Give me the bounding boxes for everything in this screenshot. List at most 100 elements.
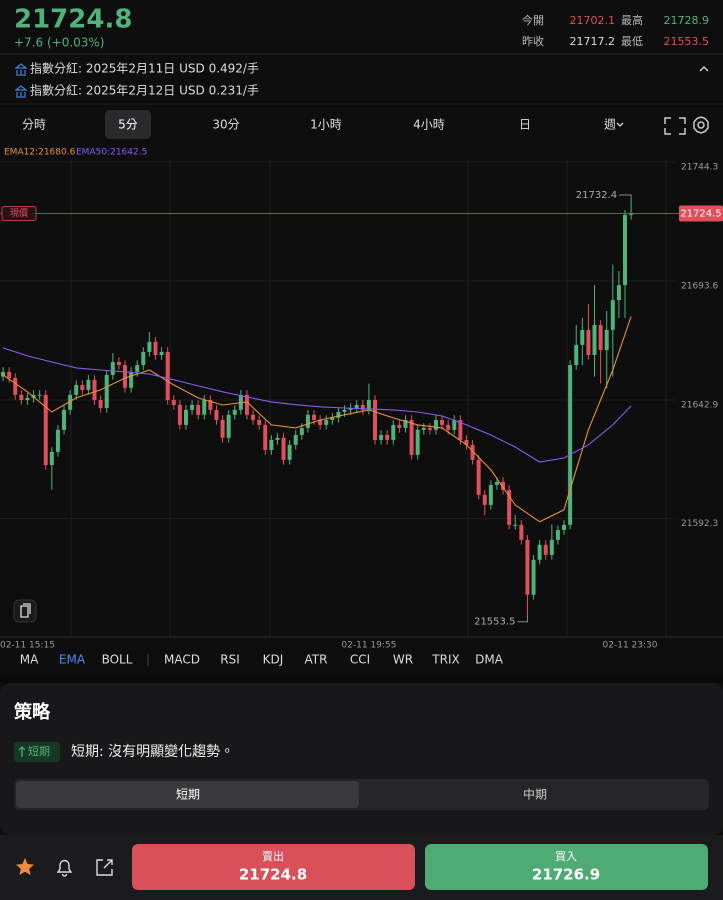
indicator-tab[interactable]: MA [20, 653, 39, 667]
candle-body [366, 400, 371, 410]
candle-body [263, 424, 268, 451]
candle-body [269, 439, 274, 451]
candle-body [330, 417, 335, 420]
settings-button[interactable] [693, 116, 709, 134]
timeframe[interactable]: 5分 [118, 118, 138, 132]
high-leader [619, 194, 632, 196]
candle-body [623, 214, 627, 286]
indicator-tab[interactable]: CCI [350, 653, 370, 667]
candle-body [360, 404, 365, 410]
candle-body [513, 524, 518, 526]
candle-body [226, 414, 231, 438]
fullscreen-button[interactable] [664, 117, 686, 135]
candle-body [482, 494, 487, 505]
candle-body [342, 409, 347, 412]
candle-body [92, 379, 97, 401]
candle-body [391, 424, 396, 440]
timeframe[interactable]: 週 [604, 117, 616, 132]
candle-body [98, 400, 103, 409]
dividend-note: 指數分紅: 2025年2月11日 USD 0.492/手 [30, 62, 259, 76]
candle-body [519, 524, 524, 540]
y-tick-label: 21744.3 [681, 163, 718, 173]
chart [0, 160, 723, 638]
alert-button[interactable] [56, 859, 73, 877]
candle-body [251, 414, 256, 420]
indicator-tab[interactable]: KDJ [263, 653, 284, 667]
candle-body [324, 419, 329, 425]
share-button[interactable] [96, 859, 113, 876]
candle-body [616, 285, 621, 301]
sell-button[interactable] [132, 844, 415, 890]
indicator-tab[interactable]: WR [393, 653, 413, 667]
candle-body [135, 365, 140, 372]
candle-body [244, 394, 249, 415]
candle-body [501, 481, 506, 490]
candle-body [336, 411, 341, 418]
legend-entry: EMA50:21642.5 [76, 148, 147, 158]
candle-body [153, 341, 158, 355]
chart-tool-button[interactable] [13, 599, 37, 623]
indicator-tab[interactable]: TRIX [431, 653, 459, 667]
indicator-tab[interactable]: RSI [220, 653, 240, 667]
candle-body [476, 459, 481, 495]
candle-body [159, 351, 164, 355]
timeframe[interactable]: 分時 [22, 118, 46, 132]
buy-label: 買入 [555, 850, 577, 863]
tab[interactable]: 短期 [176, 788, 200, 802]
sell-price: 21724.8 [239, 866, 307, 884]
timeframe[interactable]: 30分 [212, 118, 239, 132]
indicator-tab[interactable]: MACD [164, 653, 200, 667]
candle-body [74, 385, 79, 395]
chart-tool-icon [20, 603, 31, 618]
candle-body [373, 400, 377, 440]
candle-body [37, 394, 42, 396]
indicator-tab[interactable]: ATR [305, 653, 328, 667]
stat-value: 21717.2 [570, 35, 616, 48]
candle-body [287, 444, 292, 460]
candle-body [214, 409, 219, 420]
indicator-tab[interactable]: EMA [59, 653, 86, 667]
candle-body [1, 371, 6, 377]
candle-body [123, 365, 127, 388]
x-tick-label: 02-11 19:55 [341, 641, 396, 651]
last-price-value-bg [679, 205, 723, 222]
candle-body [543, 544, 548, 555]
timeframe[interactable]: 日 [519, 118, 531, 132]
candle-body [598, 324, 603, 351]
buy-button[interactable] [425, 844, 708, 890]
candle-body [525, 539, 530, 595]
candle-body [507, 489, 512, 525]
candle-body [129, 371, 134, 388]
candle-body [464, 439, 469, 445]
candle-body [68, 394, 73, 410]
candle-body [397, 424, 402, 428]
candle-body [104, 374, 109, 409]
candle-body [433, 419, 438, 430]
stat-value: 21553.5 [664, 35, 710, 48]
legend-entry: EMA12:21680.6 [4, 148, 76, 158]
candle-body [171, 400, 176, 405]
candle-body [458, 419, 463, 440]
sell-label: 賣出 [262, 849, 284, 863]
candle-body [604, 329, 609, 351]
candle-body [281, 437, 286, 460]
indicator-tab[interactable]: DMA [475, 653, 504, 667]
active-tab[interactable] [16, 781, 359, 808]
high-label: 21732.4 [576, 190, 617, 201]
candle-body [354, 404, 359, 409]
tab[interactable]: 中期 [523, 787, 547, 802]
candle-body [318, 419, 323, 425]
candle-body [7, 371, 12, 378]
timeframe[interactable]: 4小時 [413, 118, 445, 132]
collapse-toggle[interactable] [699, 65, 709, 72]
candle-body [305, 414, 310, 428]
indicator-tab[interactable]: BOLL [102, 653, 133, 667]
candle-body [427, 427, 432, 430]
favorite-button[interactable] [16, 858, 34, 875]
candle-body [220, 419, 225, 438]
candle-body [208, 400, 213, 410]
timeframe[interactable]: 1小時 [310, 118, 342, 132]
candle-body [446, 424, 451, 430]
candle-body [25, 397, 30, 401]
x-tick-label: 02-11 15:15 [0, 641, 55, 651]
